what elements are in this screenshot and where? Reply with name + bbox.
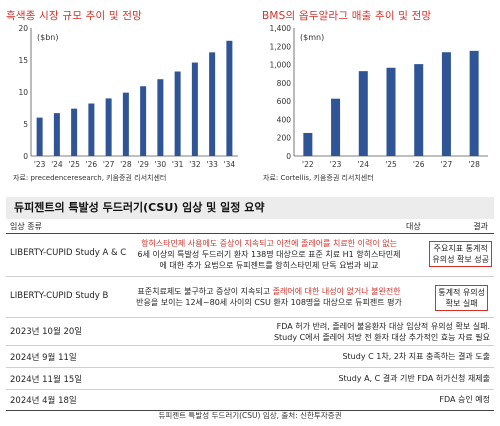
y-tick-label: 10 [18,88,28,97]
bar [36,117,43,156]
event-3-line1: Study A, C 결과 기반 FDA 허가신청 재제출 [338,374,490,383]
study-b-target-line2: 반응을 보이는 12세~80세 사이의 CSU 환자 108명을 대상으로 듀피… [136,298,402,307]
y-tick-label: 800 [277,79,292,88]
y-tick-label: 5 [23,120,28,129]
bar [226,40,233,156]
bar [209,52,216,156]
unit-label: ($mn) [300,33,324,42]
y-tick-label: 1,200 [270,42,292,51]
study-b-name: LIBERTY-CUPID Study B [10,291,109,301]
y-tick-label: 600 [277,97,292,106]
y-tick-label: 0 [23,152,28,161]
study-b-result: 통계적 유의성 확보 실패 [435,285,488,311]
bms-sales-chart: ($mn) 0 200 400 600 800 1,000 1,200 1,400 '22 '23 '… [270,24,488,169]
chart-title-market-size: 흑색종 시장 규모 추이 및 전망 [6,10,143,22]
bar [174,71,181,156]
study-a-result-line1: 주요지표 통계적 [433,244,488,253]
study-b-target: 표준치료제도 불구하고 증상이 지속되고 졸레어에 대한 내성이 없거나 불완전… [124,286,414,308]
summary-section-title: 듀피젠트의 특발성 두드러기(CSU) 임상 및 일정 요약 [6,197,494,219]
study-b-result-line2: 확보 실패 [445,299,478,308]
source-note-right: 자료: Cortellis, 키움증권 리서치센터 [263,174,374,182]
x-tick-label: '33 [206,160,218,169]
event-1-desc: FDA 허가 반려, 졸레어 불응환자 대상 임상적 유의성 확보 실패. St… [274,321,490,343]
x-tick-label: '34 [224,160,236,169]
study-a-target-line3: 에 대한 추가 요법으로 듀피젠트를 항히스타민제 단독 요법과 비교 [159,261,379,270]
study-a-result-line2: 유의성 확보 성공 [432,255,489,264]
bar [140,86,147,156]
bar [105,98,112,156]
event-2-date: 2024년 9월 11일 [10,353,77,363]
table-row-event-3: 2024년 11월 15일 Study A, C 결과 기반 FDA 허가신청 … [6,368,494,390]
source-note-left: 자료: precedenceresearch, 키움증권 리서치센터 [13,174,167,182]
table-row-event-4: 2024년 4월 18일 FDA 승인 예정 [6,390,494,411]
market-size-chart: ($bn) 0 5 10 15 20 '23 '24 '25 '26 '27 '28 '29 '30 '31… [18,24,238,169]
bar [122,92,129,156]
event-1-line1: FDA 허가 반려, 졸레어 불응환자 대상 임상적 유의성 확보 실패. [276,322,490,331]
study-a-target-line2: 6세 이상의 특발성 두드러기 환자 138명 대상으로 표준 치료 H1 항히… [137,250,401,259]
event-3-date: 2024년 11월 15일 [10,375,83,385]
event-1-line2: Study C에서 졸레어 처방 전 환자 대상 추가적인 효능 자료 필요 [273,333,490,342]
x-tick-label: '30 [155,160,167,169]
event-4-line1: FDA 승인 예정 [439,395,490,404]
y-tick-label: 15 [18,56,28,65]
table-row-study-a: LIBERTY-CUPID Study A & C 항히스타민제 사용에도 증상… [6,234,494,277]
table-row-event-2: 2024년 9월 11일 Study C 1차, 2차 지표 충족하는 결과 도… [6,346,494,368]
bar [303,132,313,156]
x-tick-label: '24 [51,160,63,169]
x-tick-label: '28 [120,160,132,169]
chart-title-bms-sales: BMS의 옵두알라그 매출 추이 및 전망 [262,10,432,22]
study-b-result-line1: 통계적 유의성 [438,288,485,297]
y-tick-label: 1,400 [270,24,292,33]
header-target: 대상 [406,222,421,231]
bar [191,62,198,157]
y-tick-label: 400 [277,115,292,124]
x-tick-label: '26 [413,160,425,169]
bar [157,79,164,156]
table-header: 임상 종류 대상 결과 [6,219,494,234]
clinical-summary-table: 임상 종류 대상 결과 LIBERTY-CUPID Study A & C 항히… [6,219,494,411]
x-tick-label: '29 [137,160,149,169]
x-tick-label: '25 [68,160,80,169]
x-tick-label: '23 [34,160,46,169]
event-1-date: 2023년 10월 20일 [10,327,83,337]
header-trial-type: 임상 종류 [10,222,42,231]
event-2-line1: Study C 1차, 2차 지표 충족하는 결과 도출 [342,352,490,361]
unit-label: ($bn) [37,33,58,42]
bar [469,50,479,156]
bar [414,64,424,156]
bar [386,67,396,156]
bar [71,108,78,156]
event-4-date: 2024년 4월 18일 [10,396,77,406]
bar [331,98,341,156]
study-a-target-line1: 항히스타민제 사용에도 증상이 지속되고 이전에 졸레어를 치료한 이력이 없는 [141,239,397,248]
x-tick-label: '23 [330,160,342,169]
bar [441,52,451,156]
bar [88,103,95,156]
x-tick-label: '26 [86,160,98,169]
table-row-event-1: 2023년 10월 20일 FDA 허가 반려, 졸레어 불응환자 대상 임상적… [6,318,494,346]
x-tick-label: '31 [172,160,184,169]
x-tick-label: '32 [189,160,201,169]
x-tick-label: '27 [441,160,453,169]
x-tick-label: '25 [385,160,397,169]
bar [358,71,368,156]
bar [53,113,60,156]
study-a-result: 주요지표 통계적 유의성 확보 성공 [429,241,492,267]
study-b-target-line1a: 표준치료제도 불구하고 증상이 지속되고 [137,287,273,296]
study-b-target-line1b: 졸레어에 대한 내성이 없거나 불완전한 [272,287,401,296]
y-tick-label: 0 [286,152,291,161]
x-tick-label: '28 [468,160,480,169]
y-tick-label: 1,000 [270,61,292,70]
x-tick-label: '24 [357,160,369,169]
x-tick-label: '22 [302,160,314,169]
x-tick-label: '27 [103,160,115,169]
table-row-study-b: LIBERTY-CUPID Study B 표준치료제도 불구하고 증상이 지속… [6,277,494,318]
study-a-target: 항히스타민제 사용에도 증상이 지속되고 이전에 졸레어를 치료한 이력이 없는… [124,238,414,271]
y-tick-label: 20 [18,24,28,33]
figure-caption: 듀피젠트 특발성 두드러기(CSU) 임상, 출처: 신한투자증권 [158,411,342,420]
header-result: 결과 [473,222,488,231]
study-a-name: LIBERTY-CUPID Study A & C [10,248,127,258]
y-tick-label: 200 [277,134,292,143]
